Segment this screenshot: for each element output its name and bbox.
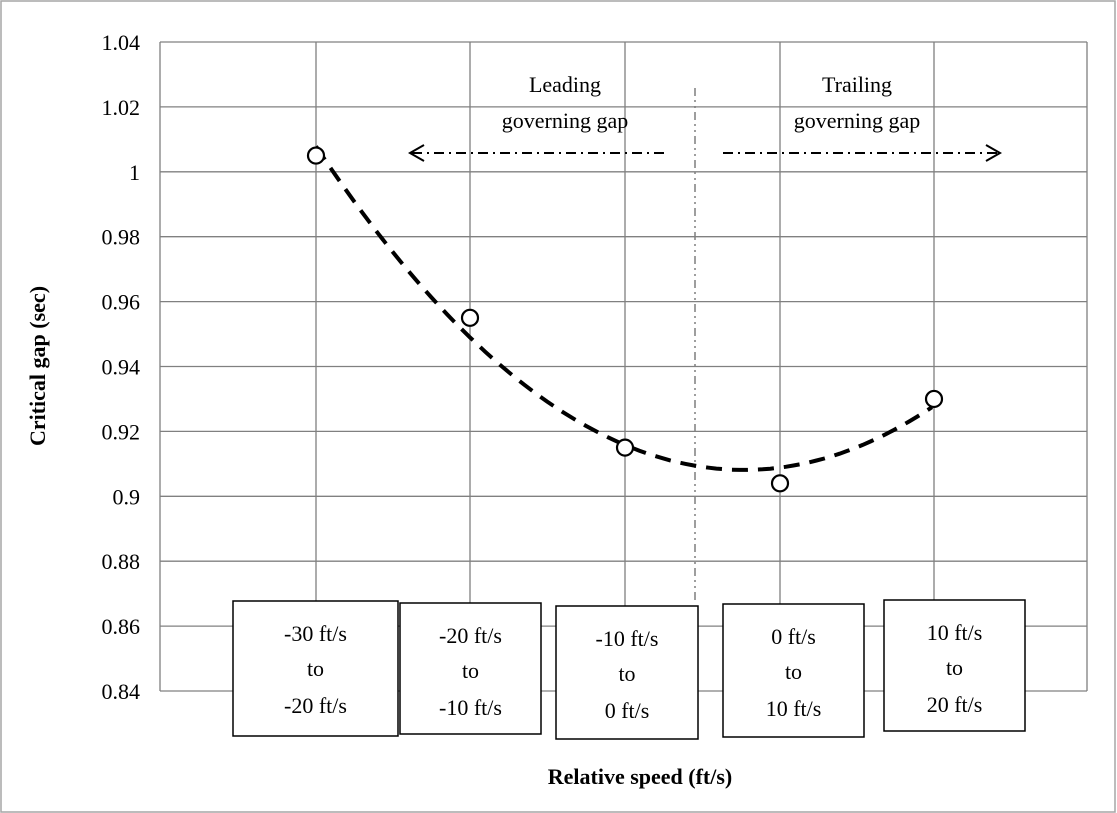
trailing-arrow-head xyxy=(985,144,1003,162)
y-tick-label: 0.84 xyxy=(102,679,141,704)
category-label: to xyxy=(307,656,324,681)
trailing-label-line2: governing gap xyxy=(794,108,920,133)
category-box: -10 ft/s to 0 ft/s xyxy=(555,605,699,740)
category-label: to xyxy=(618,661,635,686)
category-label: -30 ft/s xyxy=(284,621,347,646)
leading-arrow-head xyxy=(407,144,425,162)
data-points xyxy=(306,146,944,493)
y-tick-label: 1 xyxy=(129,160,140,185)
y-axis-title: Critical gap (sec) xyxy=(25,286,50,446)
data-point xyxy=(615,438,635,457)
data-point xyxy=(460,308,480,327)
category-box: 0 ft/s to 10 ft/s xyxy=(722,603,865,738)
leading-label-line2: governing gap xyxy=(502,108,628,133)
category-box-frame xyxy=(883,599,1026,732)
category-box: -30 ft/s to -20 ft/s xyxy=(232,600,399,737)
category-boxes: -30 ft/sto-20 ft/s-20 ft/sto-10 ft/s-10 … xyxy=(232,599,1026,740)
category-box: -20 ft/s to -10 ft/s xyxy=(399,602,542,735)
y-tick-label: 0.98 xyxy=(102,225,141,250)
y-tick-label: 0.92 xyxy=(102,419,141,444)
category-label: -10 ft/s xyxy=(439,695,502,720)
category-label: to xyxy=(785,659,802,684)
grid xyxy=(159,41,1088,692)
category-label: 0 ft/s xyxy=(605,698,650,723)
y-tick-label: 0.86 xyxy=(102,614,141,639)
category-label: 10 ft/s xyxy=(766,696,822,721)
y-tick-label: 1.02 xyxy=(102,95,141,120)
category-label: -20 ft/s xyxy=(439,623,502,648)
data-point xyxy=(306,146,326,165)
y-tick-label: 0.9 xyxy=(113,484,141,509)
dashed-trendline xyxy=(314,145,934,472)
category-label: -10 ft/s xyxy=(596,626,659,651)
category-label: 20 ft/s xyxy=(927,692,983,717)
category-box-frame xyxy=(399,602,542,735)
category-label: -20 ft/s xyxy=(284,693,347,718)
y-tick-label: 0.94 xyxy=(102,355,141,380)
category-box-frame xyxy=(232,600,399,737)
data-point xyxy=(924,389,944,409)
y-tick-labels: 1.04 1.02 1 0.98 0.96 0.94 0.92 0.9 0.88 0.86 0.84 xyxy=(102,30,141,704)
category-box-frame xyxy=(722,603,865,738)
x-axis-title: Relative speed (ft/s) xyxy=(548,764,733,789)
category-label: to xyxy=(462,658,479,683)
category-label: 10 ft/s xyxy=(927,620,983,645)
category-label: to xyxy=(946,655,963,680)
leading-label-line1: Leading xyxy=(529,72,601,97)
category-label: 0 ft/s xyxy=(771,624,816,649)
y-tick-label: 0.88 xyxy=(102,549,141,574)
trailing-label-line1: Trailing xyxy=(822,72,892,97)
category-box-frame xyxy=(555,605,699,740)
category-box: 10 ft/s to 20 ft/s xyxy=(883,599,1026,732)
data-point xyxy=(770,474,790,493)
y-tick-label: 1.04 xyxy=(102,30,141,55)
y-tick-label: 0.96 xyxy=(102,290,141,315)
